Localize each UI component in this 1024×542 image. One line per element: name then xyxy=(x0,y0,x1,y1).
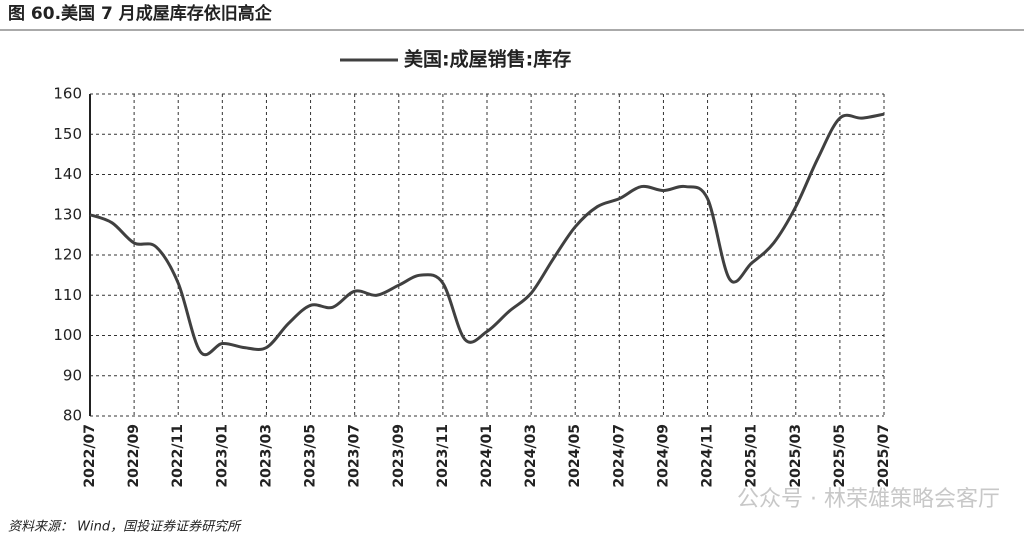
x-tick-label: 2024/09 xyxy=(655,424,671,488)
x-tick-label: 2023/11 xyxy=(435,424,451,488)
y-tick-label: 160 xyxy=(53,85,82,103)
watermark: 公众号 · 林荣雄策略会客厅 xyxy=(737,487,1000,512)
x-tick-label: 2024/03 xyxy=(523,424,539,488)
x-tick-label: 2024/01 xyxy=(479,424,495,488)
figure-title: 图 60.美国 7 月成屋库存依旧高企 xyxy=(8,3,273,24)
data-line xyxy=(89,112,885,357)
legend-label: 美国:成屋销售:库存 xyxy=(404,48,571,71)
x-tick-label: 2023/09 xyxy=(391,424,407,488)
y-tick-label: 130 xyxy=(53,205,82,223)
x-tick-label: 2025/07 xyxy=(876,424,892,488)
y-tick-label: 120 xyxy=(53,246,82,264)
x-tick-label: 2023/05 xyxy=(303,424,319,488)
source-note: 资料来源： Wind，国投证券证券研究所 xyxy=(8,519,242,535)
x-tick-label: 2022/11 xyxy=(170,424,186,488)
x-tick-label: 2023/01 xyxy=(214,424,230,488)
x-tick-label: 2024/11 xyxy=(700,424,716,488)
x-tick-label: 2024/07 xyxy=(611,424,627,488)
x-tick-label: 2024/05 xyxy=(567,424,583,488)
y-tick-label: 80 xyxy=(63,407,82,425)
x-tick-label: 2023/07 xyxy=(347,424,363,488)
x-tick-label: 2025/01 xyxy=(744,424,760,488)
y-tick-label: 100 xyxy=(53,326,82,344)
x-tick-label: 2023/03 xyxy=(258,424,274,488)
y-tick-label: 90 xyxy=(63,366,82,384)
x-tick-label: 2022/07 xyxy=(82,424,98,488)
x-tick-label: 2025/03 xyxy=(788,424,804,488)
y-tick-label: 140 xyxy=(53,165,82,183)
x-tick-label: 2022/09 xyxy=(126,424,142,488)
x-tick-label: 2025/05 xyxy=(832,424,848,488)
y-tick-label: 150 xyxy=(53,125,82,143)
y-tick-label: 110 xyxy=(53,286,82,304)
